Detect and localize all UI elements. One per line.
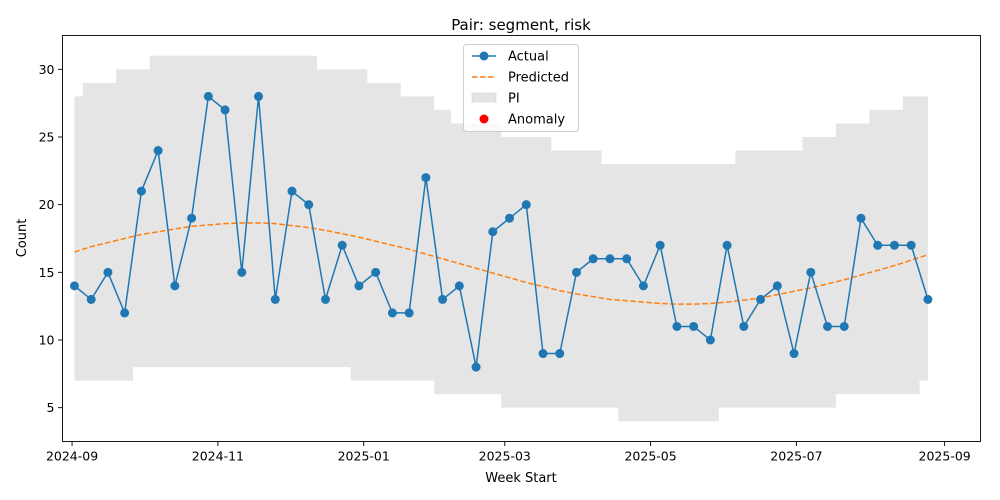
actual-point (120, 308, 130, 318)
actual-point (823, 321, 832, 331)
actual-point (69, 281, 79, 291)
actual-point (923, 294, 933, 304)
legend-pi-swatch (471, 92, 497, 103)
actual-point (856, 213, 866, 223)
actual-point (521, 200, 531, 210)
actual-point (304, 200, 314, 210)
y-tick-label: 20 (39, 197, 55, 212)
actual-point (806, 267, 816, 277)
legend-pi-label: PI (508, 92, 520, 107)
actual-point (538, 349, 548, 359)
actual-point (505, 213, 515, 223)
actual-point (421, 173, 431, 183)
x-tick-label: 2025-01 (338, 449, 390, 464)
actual-point (337, 240, 347, 250)
legend-actual-label: Actual (508, 50, 549, 65)
x-tick-label: 2025-07 (770, 449, 822, 464)
actual-point (672, 321, 682, 331)
actual-point (739, 321, 749, 331)
actual-point (906, 240, 916, 250)
actual-point (705, 335, 715, 345)
actual-point (488, 227, 498, 237)
actual-point (237, 267, 247, 277)
x-axis-title: Week Start (485, 471, 557, 486)
actual-point (136, 186, 146, 196)
plot-frame (62, 35, 981, 442)
actual-point (220, 105, 230, 115)
actual-point (889, 240, 899, 250)
actual-point (153, 146, 163, 156)
actual-point (689, 321, 699, 331)
predicted-series-line (74, 222, 929, 305)
actual-point (438, 294, 448, 304)
actual-point (471, 362, 481, 372)
legend-anomaly-label: Anomaly (508, 113, 565, 128)
actual-point (103, 267, 113, 277)
x-tick-label: 2024-11 (192, 449, 244, 464)
prediction-interval-band (74, 55, 928, 422)
x-tick-label: 2025-09 (919, 449, 971, 464)
actual-point (254, 91, 264, 101)
x-tick-label: 2025-03 (479, 449, 531, 464)
y-tick-label: 30 (39, 62, 55, 77)
actual-point (270, 294, 280, 304)
actual-point (622, 254, 632, 264)
actual-points (69, 91, 933, 372)
actual-point (772, 281, 782, 291)
actual-point (187, 213, 197, 223)
legend: Actual Predicted PI Anomaly (463, 44, 579, 132)
y-tick-label: 5 (47, 400, 55, 415)
actual-point (588, 254, 598, 264)
legend-anomaly-marker (479, 114, 489, 124)
chart-title: Pair: segment, risk (451, 16, 591, 34)
actual-point (605, 254, 615, 264)
actual-point (354, 281, 364, 291)
x-tick-label: 2025-05 (624, 449, 676, 464)
plot-area (69, 55, 933, 422)
y-axis: 5 10 15 20 25 30 (39, 62, 63, 415)
actual-point (387, 308, 397, 318)
actual-series-line (73, 94, 929, 368)
actual-point (873, 240, 883, 250)
legend-predicted-label: Predicted (508, 71, 569, 86)
actual-point (722, 240, 732, 250)
actual-point (638, 281, 648, 291)
actual-point (789, 349, 799, 359)
actual-point (170, 281, 180, 291)
actual-point (86, 294, 96, 304)
actual-point (320, 294, 330, 304)
actual-point (404, 308, 414, 318)
actual-point (839, 321, 849, 331)
y-tick-label: 10 (39, 333, 55, 348)
actual-point (555, 349, 565, 359)
actual-point (371, 267, 381, 277)
legend-box (463, 44, 579, 132)
x-tick-label: 2024-09 (46, 449, 98, 464)
x-axis: 2024-09 2024-11 2025-01 2025-03 2025-05 2025-… (46, 441, 971, 464)
y-tick-label: 25 (39, 130, 55, 145)
actual-point (203, 91, 213, 101)
actual-point (287, 186, 297, 196)
actual-point (655, 240, 665, 250)
y-axis-title: Count (15, 219, 30, 258)
legend-actual-marker (479, 51, 489, 61)
actual-point (756, 294, 766, 304)
y-tick-label: 15 (39, 265, 55, 280)
actual-point (454, 281, 464, 291)
actual-point (571, 267, 581, 277)
